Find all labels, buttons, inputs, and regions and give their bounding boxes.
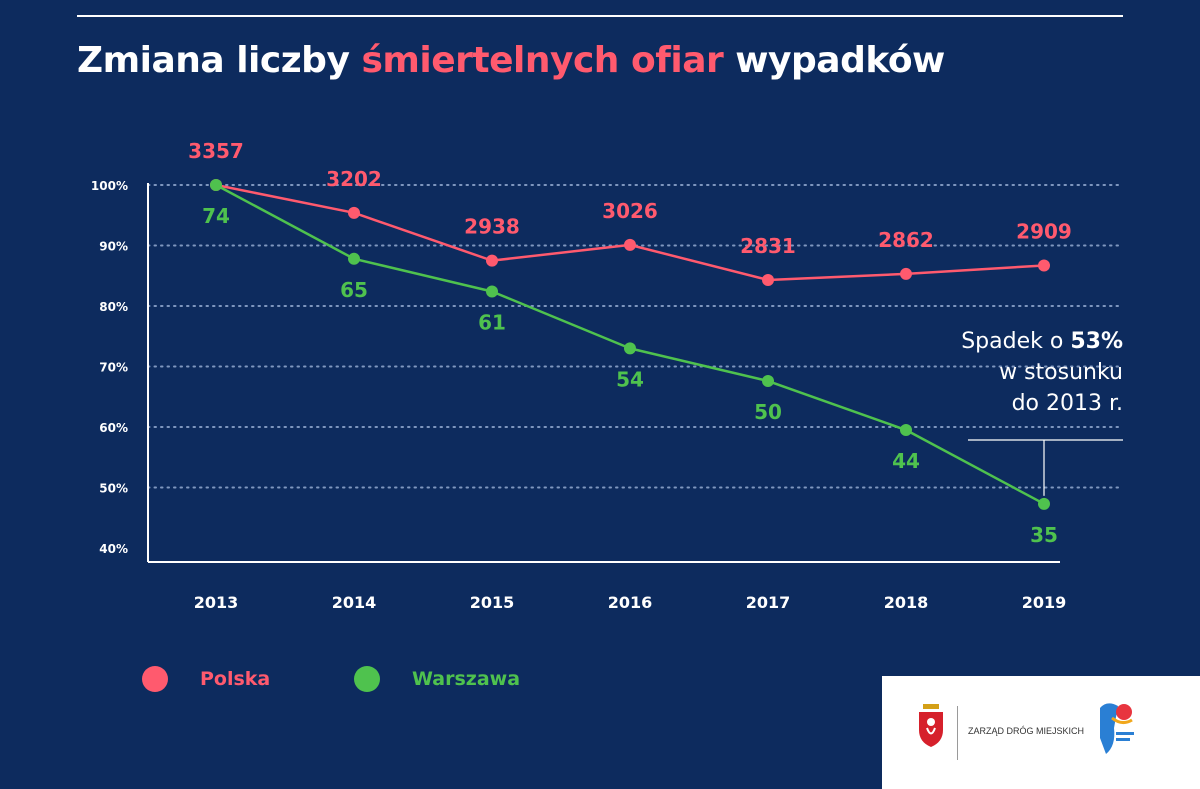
x-tick-label: 2019 <box>1022 593 1067 612</box>
data-point-polska <box>486 254 498 267</box>
x-tick-label: 2017 <box>746 593 791 612</box>
data-label-polska: 2831 <box>740 234 796 258</box>
data-point-polska <box>1038 259 1050 272</box>
data-point-polska <box>762 273 774 286</box>
x-tick-label: 2016 <box>608 593 653 612</box>
y-tick-label: 40% <box>99 542 128 556</box>
data-label-polska: 2909 <box>1016 219 1072 243</box>
data-label-warszawa: 74 <box>202 204 230 228</box>
x-tick-label: 2018 <box>884 593 929 612</box>
annotation: Spadek o 53% w stosunku do 2013 r. <box>863 326 1123 419</box>
title-part1: Zmiana liczby <box>77 40 362 81</box>
data-point-polska <box>624 238 636 251</box>
data-label-warszawa: 54 <box>616 367 644 391</box>
data-label-polska: 3026 <box>602 199 658 223</box>
y-tick-label: 60% <box>99 421 128 435</box>
data-label-warszawa: 35 <box>1030 523 1058 547</box>
warsaw-crest-icon <box>919 704 943 747</box>
data-point-warszawa <box>624 342 636 355</box>
annotation-line3: do 2013 r. <box>1011 391 1123 416</box>
annotation-line1: Spadek o 53% <box>863 326 1123 357</box>
legend-item-polska: Polska <box>142 666 270 692</box>
annotation-value: 53% <box>1070 329 1123 354</box>
x-tick-label: 2014 <box>332 593 377 612</box>
legend-item-warszawa: Warszawa <box>354 666 520 692</box>
chart-title: Zmiana liczby śmiertelnych ofiar wypadkó… <box>77 40 945 81</box>
x-tick-label: 2013 <box>194 593 239 612</box>
y-tick-label: 50% <box>99 482 128 496</box>
data-label-polska: 2862 <box>878 228 934 252</box>
annotation-line2: w stosunku <box>999 360 1123 385</box>
data-point-warszawa <box>762 375 774 388</box>
data-label-warszawa: 50 <box>754 400 782 424</box>
legend-dot-polska <box>142 666 168 692</box>
legend-label-polska: Polska <box>200 668 271 690</box>
top-rule <box>77 15 1123 17</box>
y-tick-label: 80% <box>99 300 128 314</box>
logo-box: ZARZĄD DRÓG MIEJSKICH <box>882 676 1200 789</box>
annotation-prefix: Spadek o <box>961 329 1071 354</box>
data-label-warszawa: 61 <box>478 310 506 334</box>
title-accent: śmiertelnych ofiar <box>361 40 724 81</box>
campaign-logo-icon <box>1100 703 1134 754</box>
data-label-warszawa: 44 <box>892 449 920 473</box>
logo-divider <box>957 706 958 760</box>
data-label-polska: 3202 <box>326 167 382 191</box>
data-point-warszawa <box>348 252 360 265</box>
y-tick-label: 100% <box>91 179 128 193</box>
data-point-warszawa <box>1038 497 1050 510</box>
data-point-polska <box>900 267 912 280</box>
data-point-warszawa <box>900 424 912 437</box>
y-tick-label: 70% <box>99 361 128 375</box>
x-tick-label: 2015 <box>470 593 515 612</box>
org-name: ZARZĄD DRÓG MIEJSKICH <box>968 726 1085 736</box>
data-label-warszawa: 65 <box>340 278 368 302</box>
data-point-warszawa <box>210 179 222 191</box>
y-tick-label: 90% <box>99 240 128 254</box>
title-part2: wypadków <box>723 40 945 81</box>
data-point-polska <box>348 206 360 219</box>
legend-dot-warszawa <box>354 666 380 692</box>
legend-label-warszawa: Warszawa <box>412 668 521 690</box>
data-label-polska: 3357 <box>188 139 244 163</box>
data-point-warszawa <box>486 285 498 298</box>
data-label-polska: 2938 <box>464 215 520 239</box>
